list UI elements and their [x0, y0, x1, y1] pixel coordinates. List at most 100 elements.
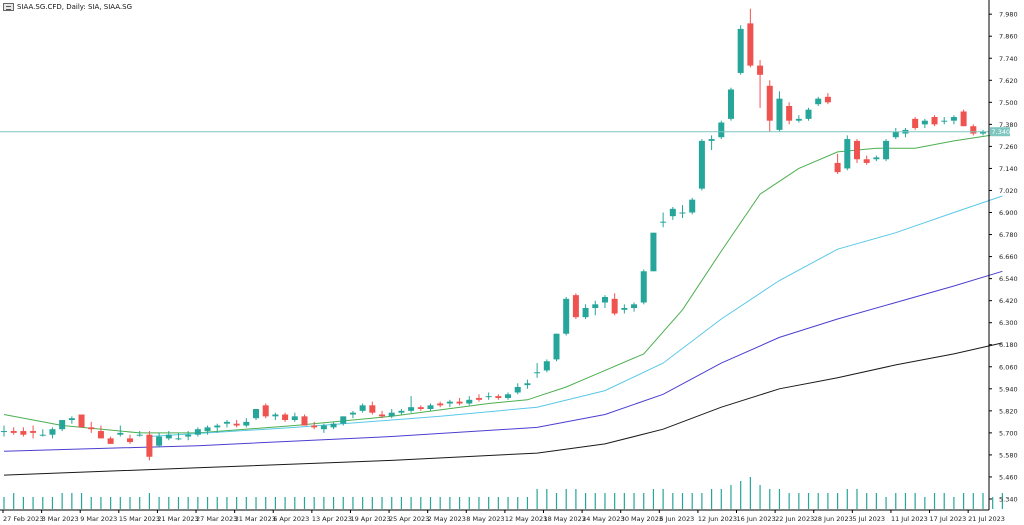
candle[interactable] [650, 232, 657, 272]
candle[interactable] [611, 293, 618, 316]
candle[interactable] [679, 205, 686, 219]
candle[interactable] [534, 363, 541, 378]
candle[interactable] [437, 401, 444, 408]
candle[interactable] [466, 396, 473, 406]
candle[interactable] [127, 434, 134, 444]
candle[interactable] [253, 409, 260, 421]
candle[interactable] [475, 394, 482, 402]
candle[interactable] [727, 87, 734, 121]
candle[interactable] [194, 427, 201, 437]
candle[interactable] [88, 421, 95, 433]
candle[interactable] [853, 139, 860, 163]
candle[interactable] [349, 410, 356, 419]
candle[interactable] [136, 431, 143, 437]
candle[interactable] [243, 418, 250, 428]
candle[interactable] [146, 431, 153, 461]
candle[interactable] [214, 423, 221, 433]
candle[interactable] [553, 333, 560, 362]
candle[interactable] [204, 425, 211, 435]
candle[interactable] [456, 397, 463, 406]
candle[interactable] [514, 383, 521, 395]
candle[interactable] [320, 423, 327, 433]
candle[interactable] [117, 425, 124, 437]
candle[interactable] [747, 8, 754, 68]
candle[interactable] [572, 293, 579, 320]
candle[interactable] [156, 432, 163, 448]
candle[interactable] [737, 25, 744, 75]
candle[interactable] [543, 359, 550, 373]
candle[interactable] [175, 432, 182, 441]
candle[interactable] [757, 60, 764, 108]
candle[interactable] [311, 421, 318, 430]
candle[interactable] [979, 129, 987, 136]
candle[interactable] [282, 412, 289, 422]
candle[interactable] [408, 396, 415, 413]
candle[interactable] [786, 102, 793, 125]
candle[interactable] [883, 139, 890, 162]
candle[interactable] [505, 392, 512, 400]
candle[interactable] [398, 409, 405, 415]
candle[interactable] [330, 421, 337, 430]
candle[interactable] [262, 403, 269, 419]
candle[interactable] [20, 427, 27, 437]
candle[interactable] [708, 135, 715, 151]
candle[interactable] [582, 304, 589, 320]
candle[interactable] [446, 399, 453, 408]
candle[interactable] [970, 124, 977, 136]
candle[interactable] [59, 420, 66, 432]
candle[interactable] [698, 139, 705, 191]
candle[interactable] [844, 135, 851, 171]
candle[interactable] [0, 425, 8, 437]
candle[interactable] [892, 128, 899, 140]
candle[interactable] [223, 420, 230, 428]
candle[interactable] [39, 429, 46, 437]
candle[interactable] [97, 425, 104, 439]
candle[interactable] [485, 392, 492, 400]
candle[interactable] [601, 295, 608, 308]
candle[interactable] [960, 109, 967, 127]
candle[interactable] [10, 427, 17, 435]
candle[interactable] [921, 118, 928, 129]
candle[interactable] [834, 153, 841, 174]
candle[interactable] [369, 401, 376, 415]
candle[interactable] [107, 436, 114, 444]
candle[interactable] [272, 412, 279, 421]
candle[interactable] [912, 117, 919, 130]
candle[interactable] [776, 91, 783, 132]
candle[interactable] [640, 269, 647, 305]
candle[interactable] [233, 420, 240, 428]
candle[interactable] [669, 207, 676, 220]
candle[interactable] [689, 197, 696, 215]
candle[interactable] [863, 155, 870, 165]
candle[interactable] [873, 155, 880, 162]
candle[interactable] [417, 405, 424, 411]
candle[interactable] [805, 107, 812, 121]
candle[interactable] [931, 115, 938, 127]
candle[interactable] [301, 414, 308, 426]
candle[interactable] [621, 304, 628, 314]
candle[interactable] [795, 115, 802, 123]
candle[interactable] [427, 403, 434, 411]
candle[interactable] [340, 416, 347, 426]
candle[interactable] [660, 212, 667, 228]
candle[interactable] [950, 115, 957, 125]
candle[interactable] [766, 80, 773, 132]
candle[interactable] [718, 120, 725, 140]
candle[interactable] [379, 410, 386, 419]
candle[interactable] [631, 302, 638, 312]
candle[interactable] [495, 394, 502, 400]
candle[interactable] [49, 427, 56, 439]
candle[interactable] [563, 296, 570, 336]
candle[interactable] [815, 96, 822, 106]
candle[interactable] [941, 117, 948, 125]
candle[interactable] [185, 431, 192, 441]
candle[interactable] [824, 93, 831, 105]
candle[interactable] [30, 425, 37, 439]
candle[interactable] [524, 379, 531, 389]
candle[interactable] [592, 300, 599, 316]
candle[interactable] [165, 431, 172, 441]
candle[interactable] [78, 414, 85, 428]
candle[interactable] [68, 416, 75, 424]
candle[interactable] [291, 412, 298, 422]
